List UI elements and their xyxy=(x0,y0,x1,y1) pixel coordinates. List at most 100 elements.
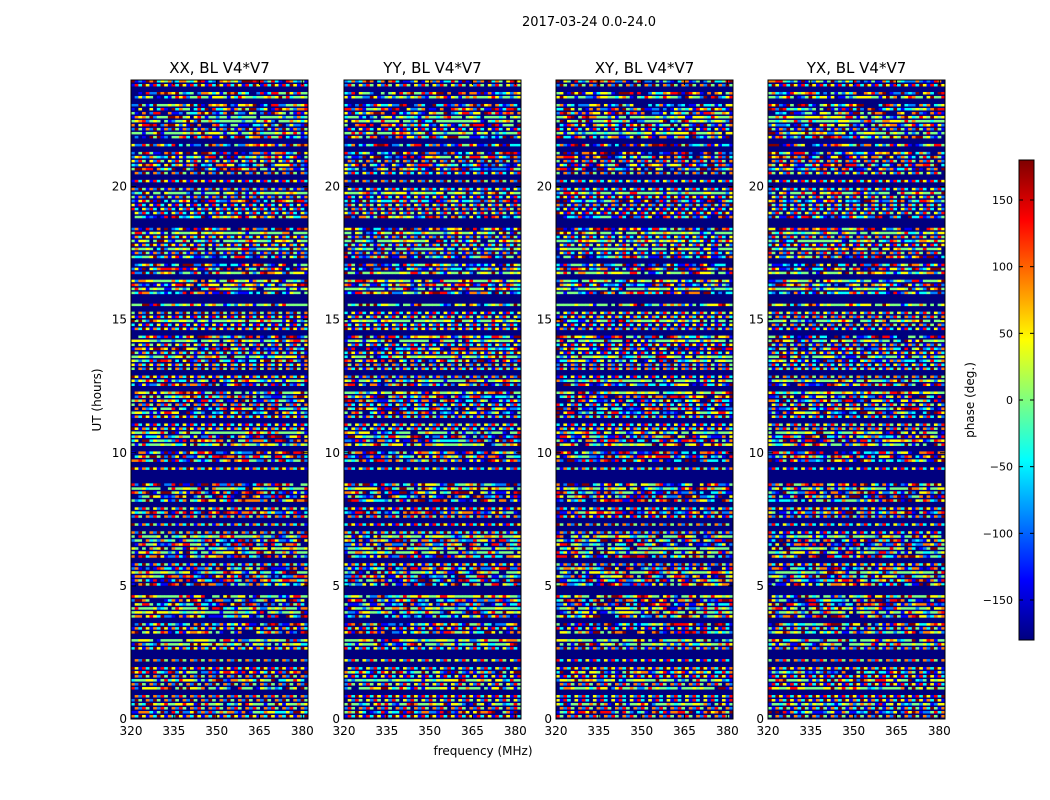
heatmap-cell xyxy=(142,699,146,701)
heatmap-cell xyxy=(216,543,220,545)
heatmap-cell xyxy=(282,400,286,402)
heatmap-cell xyxy=(135,711,139,713)
heatmap-cell xyxy=(146,491,150,493)
heatmap-cell xyxy=(201,539,205,541)
heatmap-cell xyxy=(131,551,135,553)
heatmap-cell xyxy=(201,667,205,669)
heatmap-cell xyxy=(238,667,242,669)
heatmap-cell xyxy=(249,627,253,629)
heatmap-cell xyxy=(153,507,157,509)
heatmap-cell xyxy=(301,683,305,685)
heatmap-cell xyxy=(179,435,183,437)
heatmap-cell xyxy=(142,571,146,573)
heatmap-cell xyxy=(131,603,135,605)
heatmap-cell xyxy=(138,535,142,537)
heatmap-cell xyxy=(245,547,249,549)
heatmap-cell xyxy=(179,495,183,497)
heatmap-cell xyxy=(238,495,242,497)
heatmap-cell xyxy=(179,639,183,641)
heatmap-cell xyxy=(238,695,242,697)
heatmap-cell xyxy=(164,431,168,433)
heatmap-cell xyxy=(286,427,290,429)
heatmap-cell xyxy=(183,675,187,677)
heatmap-cell xyxy=(205,431,209,433)
heatmap-cell xyxy=(149,551,153,553)
heatmap-cell xyxy=(286,435,290,437)
heatmap-cell xyxy=(253,543,257,545)
heatmap-cell xyxy=(275,423,279,425)
heatmap-cell xyxy=(227,555,231,557)
heatmap-cell xyxy=(282,595,286,597)
heatmap-cell xyxy=(190,483,194,485)
heatmap-cell xyxy=(212,487,216,489)
heatmap-cell xyxy=(275,567,279,569)
heatmap-cell xyxy=(212,563,216,565)
heatmap-cell xyxy=(282,411,286,413)
heatmap-cell xyxy=(183,571,187,573)
heatmap-cell xyxy=(227,531,231,533)
heatmap-cell xyxy=(267,551,271,553)
heatmap-cell xyxy=(275,575,279,577)
heatmap-cell xyxy=(197,439,201,441)
heatmap-cell xyxy=(286,467,290,469)
heatmap-cell xyxy=(142,487,146,489)
heatmap-cell xyxy=(168,459,172,461)
heatmap-cell xyxy=(138,415,142,417)
heatmap-cell xyxy=(286,631,290,633)
heatmap-cell xyxy=(279,415,283,417)
heatmap-cell xyxy=(286,615,290,617)
heatmap-cell xyxy=(161,695,165,697)
heatmap-cell xyxy=(157,563,161,565)
heatmap-cell xyxy=(286,703,290,705)
heatmap-cell xyxy=(142,455,146,457)
heatmap-cell xyxy=(279,683,283,685)
heatmap-cell xyxy=(179,667,183,669)
heatmap-cell xyxy=(242,443,246,445)
heatmap-cell xyxy=(142,607,146,609)
heatmap-cell xyxy=(157,507,161,509)
heatmap-cell xyxy=(146,603,150,605)
heatmap-cell xyxy=(172,555,176,557)
heatmap-cell xyxy=(175,495,179,497)
heatmap-cell xyxy=(149,567,153,569)
heatmap-cell xyxy=(157,631,161,633)
heatmap-cell xyxy=(190,491,194,493)
heatmap-cell xyxy=(205,623,209,625)
heatmap-cell xyxy=(220,675,224,677)
heatmap-cell xyxy=(271,615,275,617)
heatmap-cell xyxy=(197,487,201,489)
heatmap-cell xyxy=(286,455,290,457)
heatmap-cell xyxy=(264,583,268,585)
heatmap-cell xyxy=(212,515,216,517)
heatmap-cell xyxy=(238,711,242,713)
heatmap-cell xyxy=(164,667,168,669)
heatmap-cell xyxy=(183,467,187,469)
heatmap-cell xyxy=(223,499,227,501)
heatmap-cell xyxy=(223,451,227,453)
heatmap-cell xyxy=(293,443,297,445)
heatmap-cell xyxy=(161,715,165,717)
heatmap-cell xyxy=(135,491,139,493)
heatmap-cell xyxy=(172,615,176,617)
heatmap-cell xyxy=(212,551,216,553)
heatmap-cell xyxy=(275,607,279,609)
heatmap-cell xyxy=(279,483,283,485)
heatmap-cell xyxy=(201,695,205,697)
heatmap-cell xyxy=(138,695,142,697)
heatmap-cell xyxy=(131,711,135,713)
heatmap-cell xyxy=(183,459,187,461)
heatmap-cell xyxy=(131,567,135,569)
heatmap-cell xyxy=(290,567,294,569)
heatmap-cell xyxy=(153,523,157,525)
heatmap-cell xyxy=(238,599,242,601)
heatmap-cell xyxy=(190,579,194,581)
heatmap-cell xyxy=(172,455,176,457)
heatmap-cell xyxy=(146,583,150,585)
heatmap-cell xyxy=(201,571,205,573)
heatmap-cell xyxy=(135,439,139,441)
heatmap-cell xyxy=(279,611,283,613)
heatmap-cell xyxy=(205,627,209,629)
heatmap-cell xyxy=(238,679,242,681)
heatmap-cell xyxy=(223,535,227,537)
heatmap-cell xyxy=(186,671,190,673)
